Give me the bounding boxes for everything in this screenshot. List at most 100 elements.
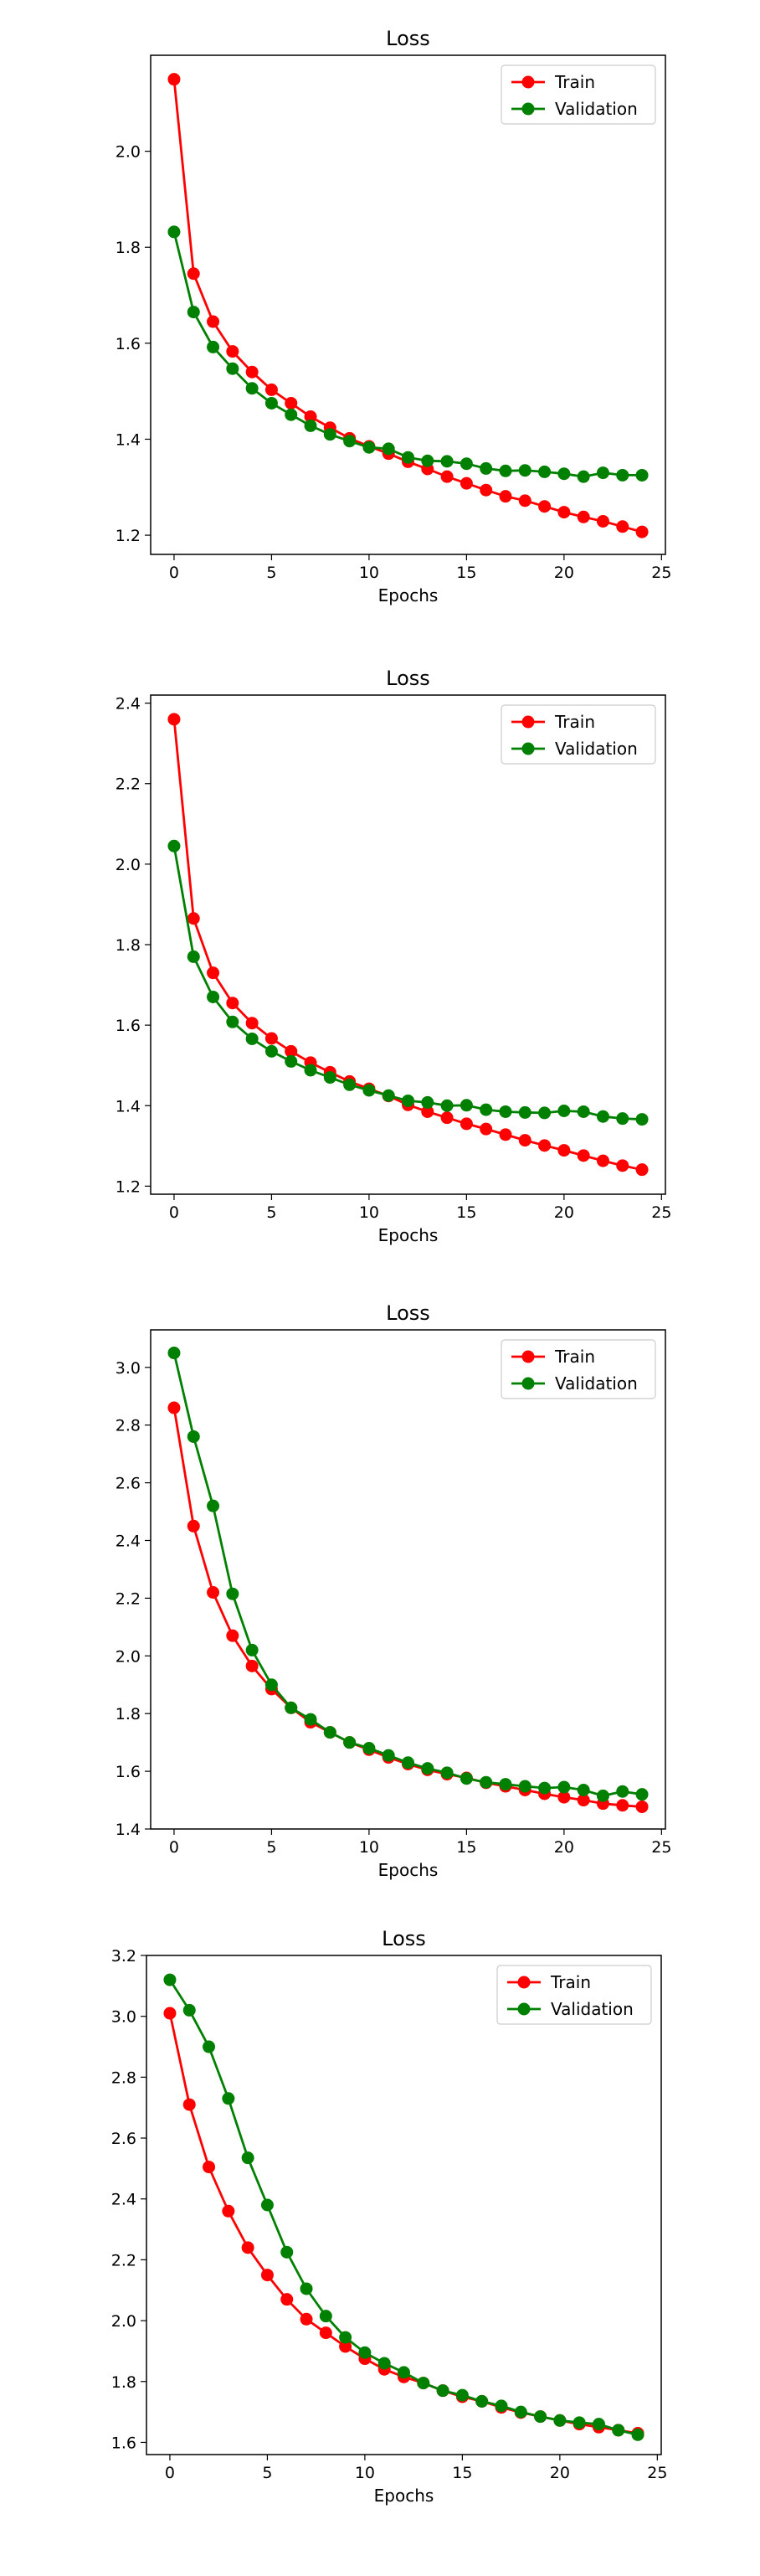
validation-point [480, 1775, 493, 1789]
validation-point [264, 396, 278, 410]
validation-point [436, 2384, 449, 2398]
train-point [182, 2098, 196, 2111]
legend: Train Validation [501, 1339, 656, 1399]
loss-chart-2: Loss 0 5 10 15 20 25 1.2 1.4 1.6 1.8 2.0 2.2 2.4 Epoch… [116, 667, 672, 1245]
chart-title: Loss [382, 1927, 426, 1950]
validation-point [538, 1106, 552, 1120]
train-point [577, 510, 590, 523]
train-point [167, 1401, 181, 1414]
x-tick-label: 10 [359, 564, 379, 582]
validation-point [553, 2414, 567, 2427]
axes-frame [150, 54, 666, 555]
train-point [245, 1017, 259, 1030]
validation-point [480, 1103, 493, 1116]
validation-point [245, 1643, 259, 1656]
legend: Train Validation [501, 64, 656, 125]
x-axis-label: Epochs [378, 1225, 439, 1245]
legend-validation-marker [517, 2002, 531, 2016]
y-tick-label: 2.0 [116, 1647, 141, 1666]
train-point [264, 1032, 278, 1045]
validation-point [222, 2092, 235, 2105]
validation-point [207, 990, 220, 1003]
validation-point [362, 1084, 376, 1097]
y-tick-label: 1.4 [116, 1821, 141, 1839]
train-point [577, 1149, 590, 1162]
train-point [280, 2293, 294, 2306]
validation-point [319, 2310, 332, 2323]
validation-point [534, 2410, 547, 2424]
train-point [222, 2204, 235, 2218]
y-tick-label: 1.6 [116, 1763, 141, 1781]
validation-point [616, 1112, 629, 1126]
legend-train-label: Train [554, 72, 595, 92]
y-tick-label: 2.6 [116, 1475, 141, 1493]
validation-point [187, 306, 200, 319]
train-point [538, 500, 552, 513]
train-point [245, 1659, 259, 1672]
legend-validation-label: Validation [551, 1999, 634, 2019]
x-axis-label: Epochs [378, 585, 439, 605]
validation-point [635, 1113, 649, 1126]
validation-point [398, 2366, 410, 2379]
train-point [245, 365, 259, 379]
y-tick-label: 2.2 [116, 1589, 141, 1608]
validation-point [226, 362, 239, 375]
validation-series-line [172, 845, 643, 1121]
y-tick-label: 1.6 [116, 1017, 141, 1035]
train-point [187, 912, 200, 925]
validation-series-line [172, 231, 642, 478]
y-tick-label: 1.8 [116, 1705, 141, 1723]
x-tick-label: 25 [651, 1203, 671, 1222]
validation-point [343, 1736, 357, 1749]
validation-point [245, 1032, 259, 1045]
x-tick-label: 10 [359, 1838, 379, 1857]
x-tick-label: 10 [359, 1203, 379, 1222]
y-tick-label: 1.8 [111, 2373, 136, 2392]
validation-point [440, 1099, 454, 1112]
train-point [499, 490, 512, 503]
train-point [635, 525, 649, 538]
validation-point [557, 467, 571, 481]
x-tick-label: 0 [169, 564, 179, 582]
validation-point [440, 455, 454, 468]
validation-point [538, 1781, 552, 1795]
legend-validation-marker [521, 102, 535, 116]
train-point [480, 483, 493, 497]
legend-train-marker [521, 75, 535, 89]
train-point [241, 2241, 254, 2254]
train-point [538, 1139, 552, 1152]
validation-point [285, 1701, 298, 1714]
loss-chart-1: Loss 0 5 10 15 20 25 1.2 1.4 1.6 1.8 2.0 Epochs Train… [116, 27, 672, 605]
legend-train-label: Train [554, 1347, 595, 1367]
y-tick-label: 1.2 [116, 527, 141, 545]
validation-point [518, 1780, 531, 1793]
y-tick-label: 2.8 [116, 1417, 141, 1435]
validation-point [596, 466, 609, 480]
validation-point [577, 470, 590, 483]
y-tick-label: 2.0 [116, 143, 141, 162]
legend-validation-marker [521, 742, 535, 755]
validation-point [557, 1780, 571, 1794]
train-point [518, 494, 531, 507]
y-tick-label: 3.2 [111, 1947, 136, 1965]
validation-point [285, 408, 298, 421]
train-point [440, 1111, 454, 1125]
y-tick-label: 2.2 [116, 775, 141, 794]
validation-point [323, 428, 336, 441]
train-point [163, 2007, 177, 2020]
validation-series-line [172, 1352, 643, 1797]
validation-point [377, 2357, 391, 2370]
validation-point [514, 2405, 527, 2419]
train-point [596, 1154, 609, 1167]
x-tick-label: 25 [647, 2464, 667, 2482]
validation-point [538, 465, 552, 478]
legend-validation-marker [521, 1377, 535, 1390]
validation-point [635, 1788, 649, 1801]
validation-point [475, 2394, 489, 2408]
train-point [203, 2161, 216, 2174]
validation-point [167, 225, 181, 239]
train-point [557, 506, 571, 519]
x-tick-label: 25 [651, 1838, 671, 1857]
x-tick-label: 0 [169, 1203, 179, 1222]
